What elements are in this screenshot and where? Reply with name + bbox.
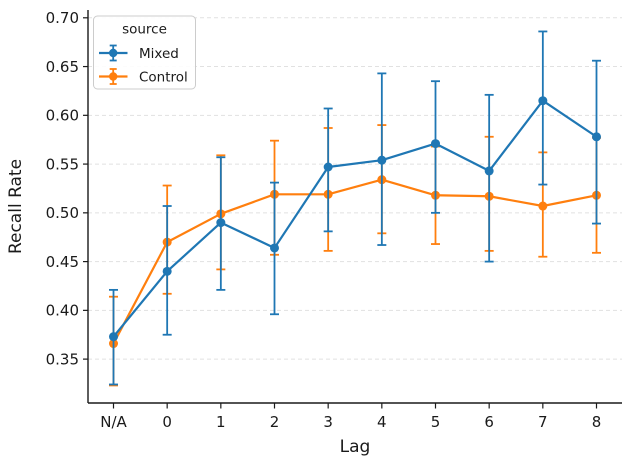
legend-entry-label: Mixed [139,46,179,62]
series-line [112,99,598,338]
legend-entry-label: Control [139,69,188,85]
x-axis-label: Lag [340,437,371,457]
legend-box [93,15,196,90]
y-tick-label: 0.50 [46,204,79,222]
data-point-marker [323,162,333,172]
legend-handle-marker [109,48,118,58]
chart-root: 0.35 0.40 0.45 0.50 0.55 0.60 0.65 0.70 N/A 0 1 2 3 4… [46,9,622,431]
legend-title: source [122,22,167,38]
y-tick-label: 0.40 [46,302,79,320]
x-tick-label: 0 [162,413,172,431]
data-point-marker [538,201,548,211]
y-tick-label: 0.60 [46,107,79,125]
x-tick-label: 2 [270,413,280,431]
x-tick-label: 4 [377,413,387,431]
y-tick-label: 0.65 [46,58,79,76]
legend: source Mixed Control [93,15,196,90]
y-axis-label: Recall Rate [6,159,26,254]
x-tick-label: 7 [538,413,548,431]
data-point-marker [162,266,172,276]
series-line [112,178,598,345]
legend-handle-marker [109,72,118,81]
y-tick-label: 0.70 [46,9,79,27]
data-point-marker [592,132,601,142]
y-tick-label: 0.45 [46,253,79,271]
y-tick-label: 0.55 [46,155,79,173]
y-tick-label: 0.35 [46,350,79,368]
x-tick-label: 6 [484,413,494,431]
data-point-marker [484,166,494,176]
data-point-marker [431,139,440,149]
data-point-marker [270,243,279,253]
x-tick-label: 1 [216,413,226,431]
x-tick-label: 3 [323,413,333,431]
data-point-marker [109,332,118,342]
data-point-marker [538,96,548,106]
x-tick-label: 8 [592,413,602,431]
x-tick-label: 5 [431,413,441,431]
series-mixed [109,30,601,386]
data-point-marker [377,155,387,165]
x-tick-label: N/A [100,413,127,431]
data-point-marker [216,218,226,228]
